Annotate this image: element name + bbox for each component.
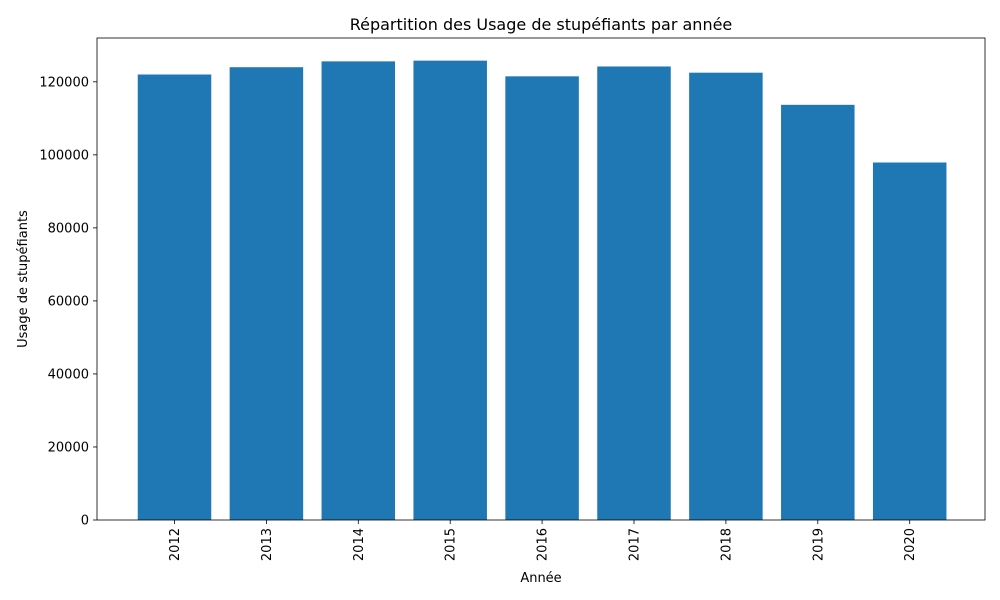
bar-2018 [689,72,763,520]
y-tick-label: 60000 [48,294,89,309]
bar-2015 [413,60,487,520]
bar-2013 [229,67,304,521]
x-tick-label: 2012 [168,528,183,561]
x-tick-label: 2016 [536,528,551,561]
y-tick-label: 100000 [39,148,89,163]
x-tick-label: 2018 [719,528,734,561]
y-axis-ticks: 0 20000 40000 60000 80000 100000 120000 [39,75,97,529]
bar-2014 [321,61,396,521]
y-tick-label: 120000 [39,75,89,90]
x-axis-label: Année [520,571,561,586]
x-tick-label: 2014 [352,528,367,561]
bar-2019 [781,104,855,520]
y-axis-label: Usage de stupéfiants [16,210,31,348]
bar-2012 [137,74,212,521]
bars-group [137,60,947,521]
x-tick-label: 2017 [628,528,643,561]
bar-2017 [597,66,671,520]
x-tick-label: 2020 [903,528,918,561]
y-tick-label: 20000 [48,440,89,455]
plot-frame [96,37,986,521]
x-tick-label: 2019 [811,528,826,561]
x-axis-ticks: 2012 2013 2014 2015 2016 2017 2018 2019 2020 [168,520,918,561]
y-tick-label: 80000 [48,221,89,236]
bar-2020 [872,162,947,520]
y-tick-label: 40000 [48,367,89,382]
x-tick-label: 2015 [444,528,459,561]
x-tick-label: 2013 [260,528,275,561]
chart-title: Répartition des Usage de stupéfiants par… [350,15,733,34]
y-tick-label: 0 [81,514,89,529]
bar-2016 [505,76,579,520]
